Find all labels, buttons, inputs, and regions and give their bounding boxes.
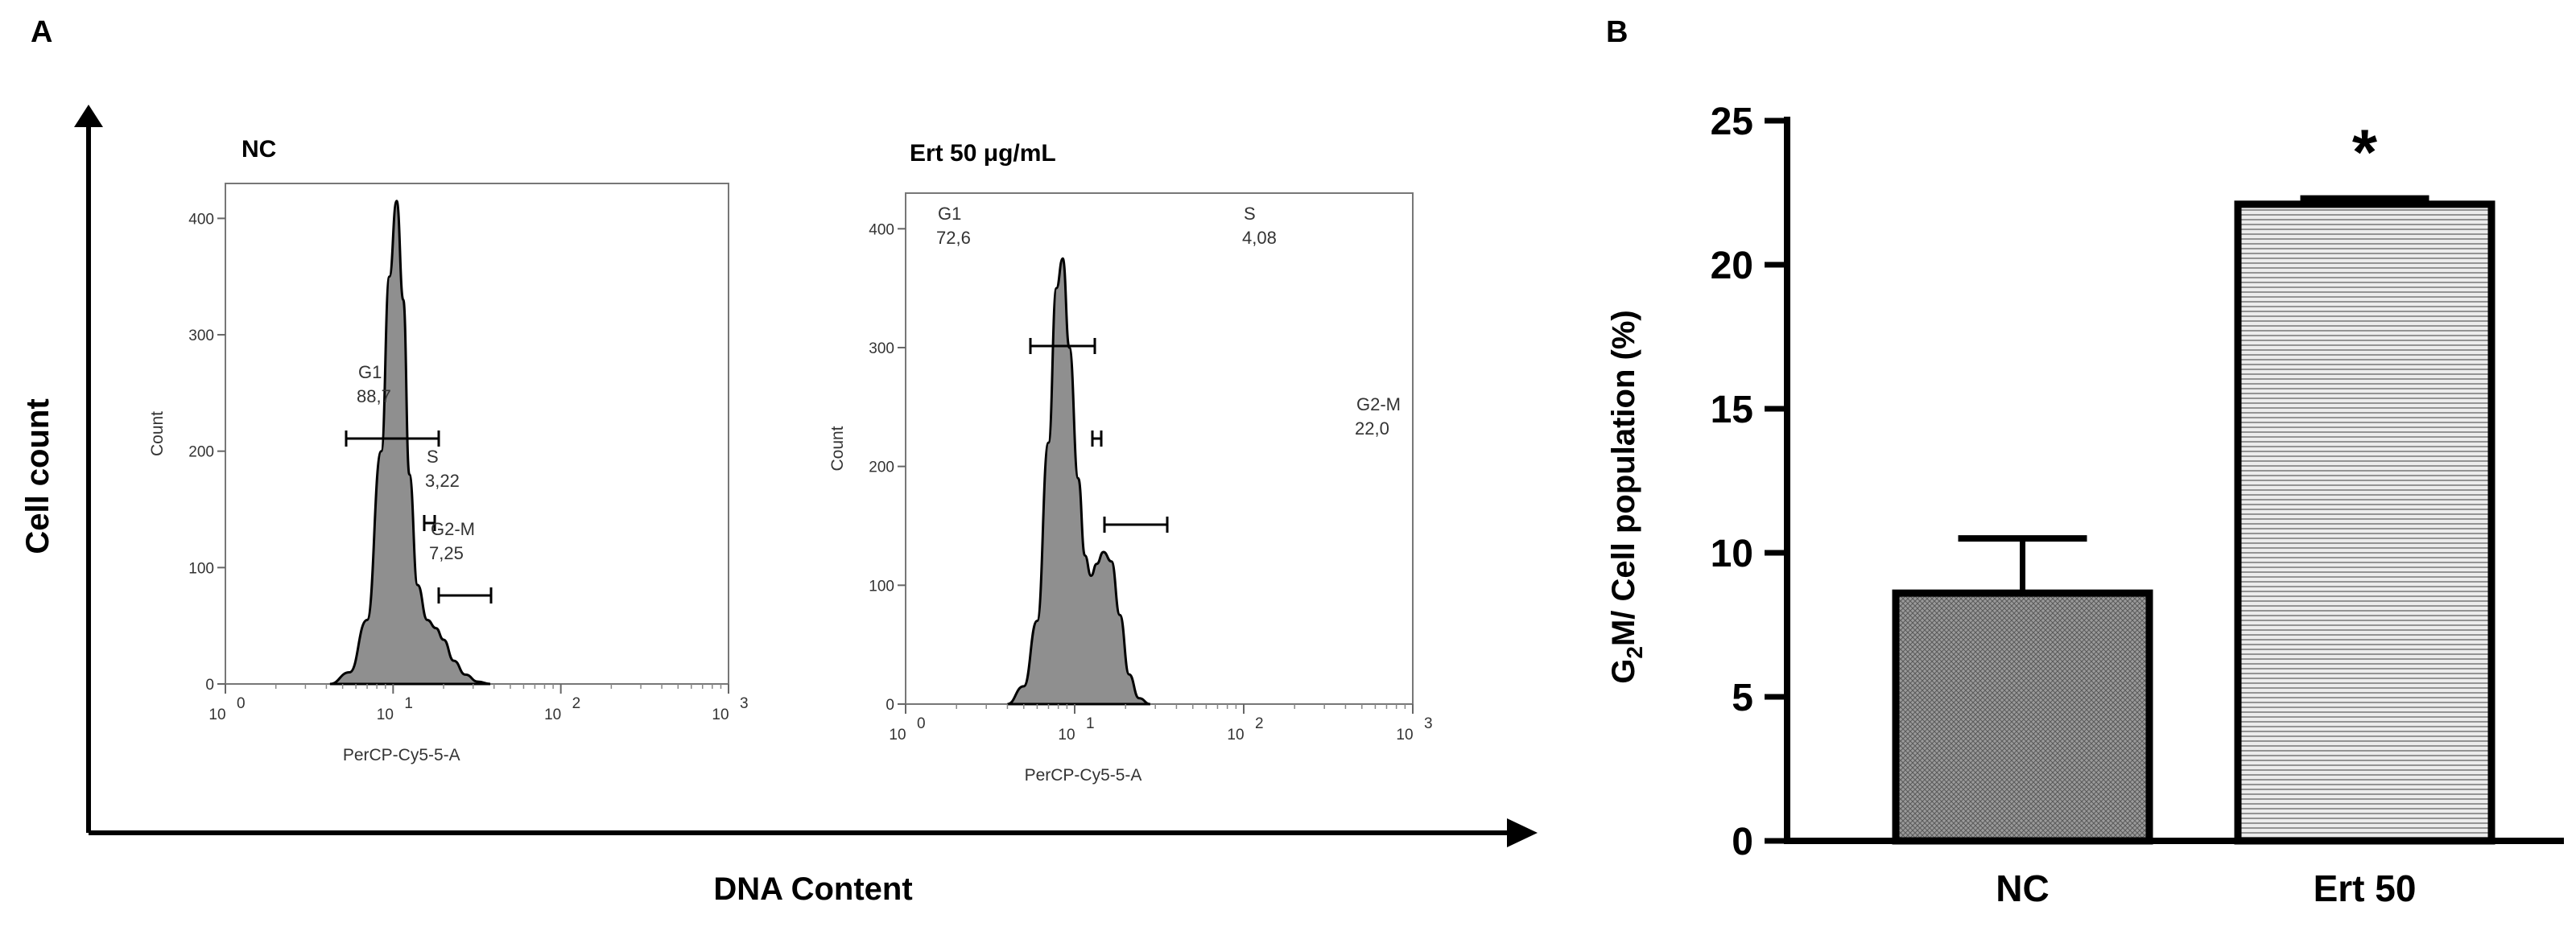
histogram-curve — [1007, 257, 1151, 706]
gate-name: G2-M — [1356, 394, 1401, 414]
histogram-curve — [329, 200, 491, 686]
histogram-title: Ert 50 μg/mL — [910, 140, 1056, 167]
y-tick-label: 15 — [1711, 389, 1753, 431]
x-tick-label: 10 — [712, 706, 729, 723]
plot-frame — [225, 183, 729, 685]
y-tick-label: 20 — [1711, 245, 1753, 287]
y-tick-label: 0 — [205, 677, 214, 694]
y-tick-label: 200 — [188, 444, 214, 461]
gate-name: S — [1244, 204, 1256, 224]
x-category-label: NC — [1996, 867, 2049, 909]
bar — [1892, 589, 2153, 845]
histogram-ert50: Ert 50 μg/mL0100200300400Count1001011021… — [828, 140, 1433, 785]
gate-value: 7,25 — [429, 543, 464, 563]
x-tick-label: 10 — [889, 727, 906, 744]
bar — [2234, 200, 2496, 845]
y-tick-label: 25 — [1711, 101, 1753, 143]
histogram-nc: NC0100200300400Count100101102103PerCP-Cy… — [148, 136, 749, 764]
x-tick-exponent: 0 — [917, 715, 926, 732]
panel-a-letter: A — [31, 15, 52, 49]
x-tick-label: 10 — [1227, 727, 1244, 744]
gate-value: 22,0 — [1355, 418, 1389, 439]
y-tick-label: 100 — [869, 578, 894, 595]
y-tick-label: 0 — [1732, 821, 1753, 863]
x-tick-label: 10 — [544, 706, 561, 723]
gate-value: 4,08 — [1242, 228, 1277, 248]
y-tick-label: 100 — [188, 560, 214, 577]
gate-value: 88,7 — [357, 386, 391, 406]
x-tick-exponent: 2 — [1255, 715, 1264, 732]
plot-frame — [905, 192, 1414, 705]
x-axis-label: PerCP-Cy5-5-A — [343, 746, 460, 764]
significance-star: * — [2352, 117, 2378, 188]
panel-a-axes — [74, 105, 1538, 847]
x-tick-label: 10 — [1058, 727, 1075, 744]
gate-name: G2-M — [431, 519, 475, 539]
y-axis-label: Count — [828, 426, 847, 471]
y-tick-label: 400 — [869, 221, 894, 238]
x-tick-exponent: 1 — [1086, 715, 1095, 732]
panel-b-letter: B — [1606, 15, 1628, 49]
x-category-label: Ert 50 — [2314, 867, 2417, 909]
bar-chart: 0 5 10 15 20 25 G2M/ Cell population (%) NC Ert … — [1606, 101, 2564, 909]
y-tick-label: 10 — [1711, 533, 1753, 575]
gate-value: 3,22 — [425, 471, 460, 491]
y-axis-label: Count — [148, 411, 167, 456]
x-axis-label: PerCP-Cy5-5-A — [1025, 766, 1142, 785]
x-tick-exponent: 0 — [237, 695, 246, 712]
x-tick-label: 10 — [208, 706, 225, 723]
gate-name: G1 — [938, 204, 961, 224]
y-tick-label: 0 — [886, 697, 894, 714]
gate-name: G1 — [358, 362, 382, 382]
histogram-title: NC — [242, 136, 276, 163]
y-tick-label: 300 — [188, 327, 214, 344]
x-tick-exponent: 3 — [1424, 715, 1433, 732]
x-tick-label: 10 — [377, 706, 394, 723]
cell-count-axis-label: Cell count — [20, 398, 56, 554]
y-tick-label: 5 — [1732, 677, 1753, 719]
y-tick-label: 400 — [188, 211, 214, 228]
gate-name: S — [427, 447, 439, 467]
x-tick-label: 10 — [1396, 727, 1413, 744]
y-tick-label: 300 — [869, 340, 894, 357]
x-tick-exponent: 3 — [740, 695, 749, 712]
x-tick-exponent: 1 — [404, 695, 413, 712]
gate-value: 72,6 — [936, 228, 971, 248]
dna-content-axis-label: DNA Content — [713, 871, 912, 907]
x-tick-exponent: 2 — [572, 695, 581, 712]
y-tick-label: 200 — [869, 459, 894, 476]
y-axis-label: G2M/ Cell population (%) — [1606, 310, 1647, 683]
